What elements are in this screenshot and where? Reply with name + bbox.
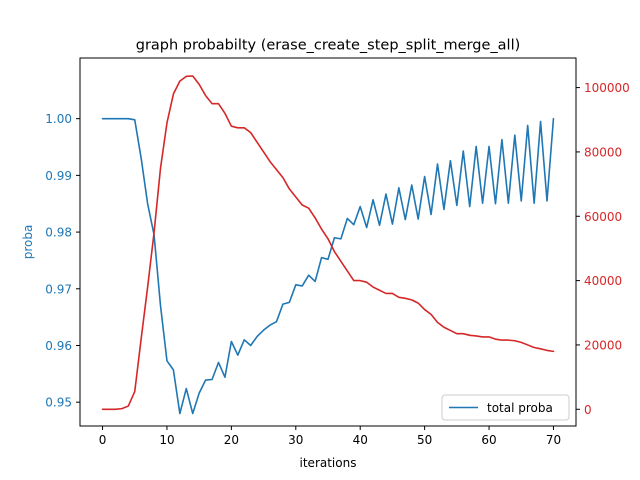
- y-right-tick-label-40000: 40000: [584, 274, 622, 288]
- y-left-tick-label-0.95: 0.95: [45, 396, 72, 410]
- chart-title: graph probabilty (erase_create_step_spli…: [136, 38, 521, 54]
- x-tick-label-20: 20: [224, 433, 239, 447]
- y-right-tick-label-20000: 20000: [584, 338, 622, 352]
- y-left-tick-label-0.97: 0.97: [45, 282, 72, 296]
- y-right-tick-label-60000: 60000: [584, 210, 622, 224]
- x-axis-label: iterations: [300, 456, 357, 470]
- x-tick-label-0: 0: [99, 433, 107, 447]
- y-right-tick-label-80000: 80000: [584, 145, 622, 159]
- series-line-total-proba: [101, 117, 555, 415]
- series-line-right-axis: [101, 75, 555, 411]
- x-tick-label-50: 50: [417, 433, 432, 447]
- x-axis: 0 10 20 30 40 50 60 70: [99, 426, 561, 447]
- y-left-tick-label-0.98: 0.98: [45, 226, 72, 240]
- x-tick-label-10: 10: [159, 433, 174, 447]
- x-tick-label-70: 70: [546, 433, 561, 447]
- legend-label-total-proba: total proba: [487, 401, 553, 415]
- y-left-tick-label-0.99: 0.99: [45, 169, 72, 183]
- y-right-tick-label-0: 0: [584, 403, 592, 417]
- plot-area: [101, 75, 555, 415]
- legend-box: [441, 394, 570, 421]
- y-right-tick-label-100000: 100000: [584, 81, 630, 95]
- y-left-tick-label-1.00: 1.00: [45, 112, 72, 126]
- legend: total proba: [441, 394, 570, 421]
- y-axis-left: 0.95 0.96 0.97 0.98 0.99 1.00: [45, 112, 80, 410]
- y-axis-left-label: proba: [21, 225, 35, 260]
- x-tick-label-30: 30: [288, 433, 303, 447]
- y-left-tick-label-0.96: 0.96: [45, 339, 72, 353]
- plot-frame: [79, 57, 577, 427]
- x-tick-label-60: 60: [481, 433, 496, 447]
- y-axis-right: 0 20000 40000 60000 80000 100000: [576, 81, 630, 417]
- x-tick-label-40: 40: [353, 433, 368, 447]
